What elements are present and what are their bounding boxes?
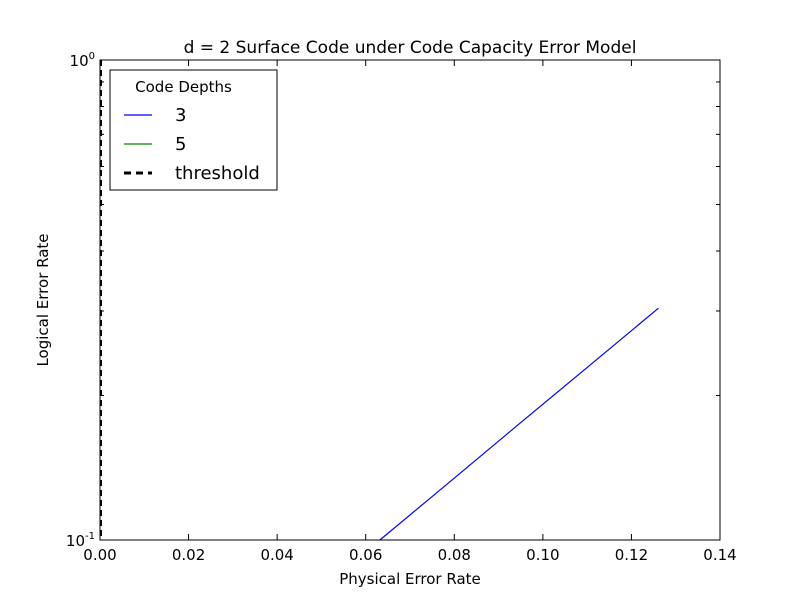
legend-box xyxy=(109,69,278,191)
plot-area xyxy=(99,59,721,541)
legend-label: 3 xyxy=(175,105,186,126)
x-axis-ticks: 0.00 0.02 0.04 0.06 0.08 0.10 0.12 0.14 xyxy=(83,60,737,564)
legend-title: Code Depths xyxy=(135,78,232,96)
x-tick-label: 0.02 xyxy=(172,546,205,564)
legend-label: 5 xyxy=(175,134,186,155)
chart-title: d = 2 Surface Code under Code Capacity E… xyxy=(184,38,637,58)
axes-frame xyxy=(99,59,721,541)
x-tick-label: 0.08 xyxy=(438,546,471,564)
x-tick-label: 0.10 xyxy=(526,546,559,564)
legend: Code Depths 3 5 threshold xyxy=(109,69,278,191)
y-tick-label: 100 xyxy=(70,51,95,70)
series-lines xyxy=(100,60,659,540)
x-tick-label: 0.00 xyxy=(83,546,116,564)
y-tick-label: 10-1 xyxy=(66,531,95,550)
x-tick-label: 0.04 xyxy=(260,546,293,564)
y-axis-ticks: 10-1 100 xyxy=(66,51,720,550)
x-tick-label: 0.06 xyxy=(349,546,382,564)
y-axis-label: Logical Error Rate xyxy=(34,233,52,366)
legend-label: threshold xyxy=(175,163,260,184)
x-tick-label: 0.14 xyxy=(703,546,736,564)
x-tick-label: 0.12 xyxy=(615,546,648,564)
x-axis-label: Physical Error Rate xyxy=(339,570,481,588)
series-line-3 xyxy=(379,307,659,540)
